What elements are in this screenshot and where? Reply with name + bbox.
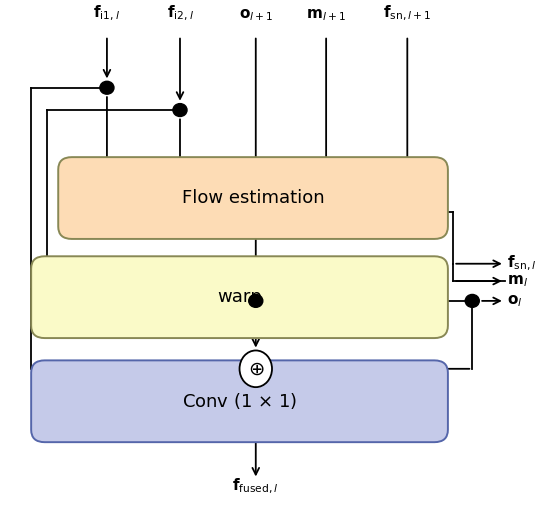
Text: $\mathbf{m}_l$: $\mathbf{m}_l$	[507, 273, 529, 289]
Text: $\mathbf{f}_{\mathrm{i1},l}$: $\mathbf{f}_{\mathrm{i1},l}$	[93, 4, 120, 23]
Text: Conv (1 $\times$ 1): Conv (1 $\times$ 1)	[182, 391, 297, 411]
Text: Flow estimation: Flow estimation	[182, 189, 324, 207]
Text: $\mathbf{o}_l$: $\mathbf{o}_l$	[507, 293, 523, 309]
Text: $\oplus$: $\oplus$	[247, 359, 264, 378]
Circle shape	[100, 81, 114, 94]
Circle shape	[249, 295, 263, 307]
Text: $\mathbf{f}_{\mathrm{sn},l+1}$: $\mathbf{f}_{\mathrm{sn},l+1}$	[383, 4, 431, 23]
Ellipse shape	[240, 351, 272, 387]
Text: $\mathbf{o}_{l+1}$: $\mathbf{o}_{l+1}$	[239, 8, 273, 23]
Text: $\mathbf{f}_{\mathrm{sn},l}$: $\mathbf{f}_{\mathrm{sn},l}$	[507, 254, 537, 273]
Text: warp: warp	[217, 288, 262, 306]
Circle shape	[173, 104, 187, 116]
Text: $\mathbf{f}_{\mathrm{i2},l}$: $\mathbf{f}_{\mathrm{i2},l}$	[167, 4, 193, 23]
FancyBboxPatch shape	[31, 360, 448, 442]
FancyBboxPatch shape	[58, 157, 448, 239]
FancyBboxPatch shape	[31, 256, 448, 338]
Text: $\mathbf{m}_{l+1}$: $\mathbf{m}_{l+1}$	[306, 8, 346, 23]
Circle shape	[465, 295, 479, 307]
Text: $\mathbf{f}_{\mathrm{fused},l}$: $\mathbf{f}_{\mathrm{fused},l}$	[233, 477, 279, 496]
